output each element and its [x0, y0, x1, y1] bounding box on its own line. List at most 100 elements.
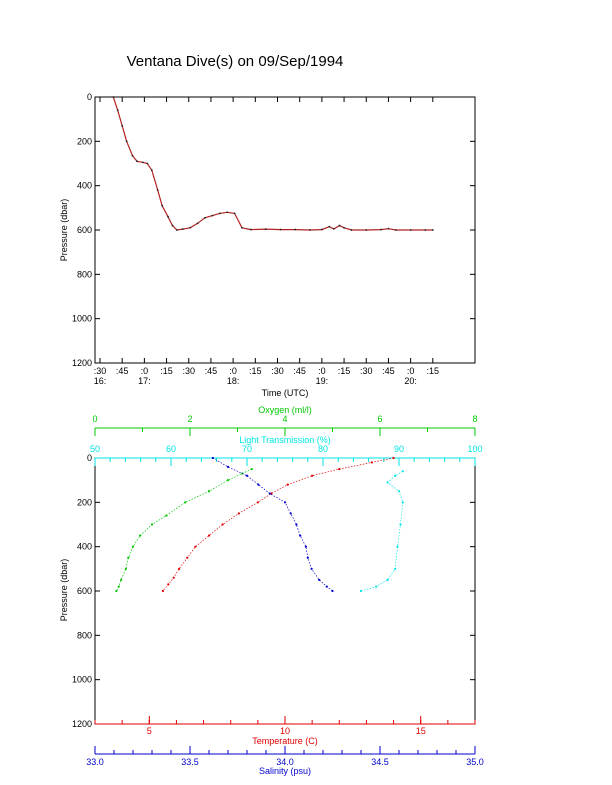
depth-trace-point [309, 229, 311, 231]
top-x-tick-label: :45 [205, 366, 218, 376]
salinity-profile-point [289, 512, 292, 515]
light-profile-point [396, 545, 399, 548]
bottom-y-tick-label: 400 [77, 542, 92, 552]
top-hour-label: 19: [316, 376, 329, 386]
depth-trace-point [150, 169, 153, 172]
bottom-y-axis-label: Pressure (dbar) [59, 559, 69, 622]
bottom-y-tick-label: 600 [77, 586, 92, 596]
salinity-profile-point [304, 545, 307, 548]
salinity-profile-point [299, 534, 302, 537]
bottom-y-tick-label: 1000 [72, 675, 92, 685]
top-x-tick-label: :0 [141, 366, 149, 376]
temperature-profile-point [256, 501, 259, 504]
depth-trace-point [380, 228, 382, 231]
depth-trace-line [112, 96, 433, 231]
top-y-tick-label: 1000 [72, 314, 92, 324]
light-profile-point [386, 481, 389, 484]
salinity-tick-label: 34.0 [276, 757, 294, 767]
light-profile-point [386, 578, 389, 582]
bottom-y-tick-label: 0 [87, 453, 92, 463]
oxygen-profile-point [131, 545, 135, 548]
depth-trace-point [409, 229, 412, 231]
depth-trace-point [320, 228, 323, 231]
top-x-tick-label: :30 [94, 366, 107, 376]
depth-trace-point [264, 228, 267, 231]
depth-trace-point [181, 228, 184, 231]
light-profile-point [375, 585, 378, 588]
light-profile-point [401, 501, 404, 504]
light-profile-point [397, 490, 401, 493]
top-x-tick-label: :15 [160, 366, 173, 376]
light-tick-label: 90 [394, 444, 404, 454]
salinity-profile-point [245, 474, 249, 477]
temperature-profile-line [162, 457, 394, 592]
light-profile-point [399, 523, 402, 526]
oxygen-profile-point [124, 567, 127, 570]
top-x-tick-label: :45 [293, 366, 306, 376]
depth-trace-point [112, 96, 115, 98]
top-hour-label: 18: [227, 376, 240, 386]
oxygen-profile-point [250, 467, 253, 471]
bottom-y-tick-label: 1200 [72, 719, 92, 729]
oxygen-axis-label: Oxygen (ml/l) [258, 405, 312, 415]
depth-trace-point [218, 212, 221, 215]
light-profile-point [394, 567, 397, 570]
depth-trace-point [338, 224, 341, 227]
temperature-profile-point [161, 589, 164, 593]
salinity-tick-label: 35.0 [466, 757, 484, 767]
temperature-tick-label: 15 [416, 726, 426, 736]
light-tick-label: 70 [242, 444, 252, 454]
top-x-tick-label: :30 [271, 366, 284, 376]
oxygen-profile-line [116, 468, 252, 592]
light-tick-label: 100 [467, 444, 482, 454]
top-hour-label: 20: [404, 376, 417, 386]
salinity-profile-point [310, 567, 313, 570]
depth-trace-point [211, 214, 214, 217]
salinity-axis: 33.0 33.5 34.0 34.5 35.0 [86, 746, 484, 767]
temperature-profile-point [194, 545, 197, 548]
temperature-profile-point [270, 492, 273, 495]
top-y-tick-label: 0 [87, 92, 92, 102]
light-profile-line [360, 470, 404, 592]
salinity-tick-label: 33.5 [181, 757, 199, 767]
salinity-profile-point [325, 585, 328, 588]
top-y-axis: 0 200 400 600 800 1000 1200 [72, 92, 475, 368]
top-x-axis-label: Time (UTC) [262, 388, 309, 398]
salinity-axis-label: Salinity (psu) [259, 766, 311, 776]
light-profile-point [359, 589, 363, 593]
depth-trace-point [226, 211, 229, 214]
bottom-y-tick-label: 800 [77, 630, 92, 640]
light-tick-label: 80 [318, 444, 328, 454]
temperature-axis-label: Temperature (C) [252, 736, 318, 746]
top-y-axis-label: Pressure (dbar) [59, 199, 69, 262]
depth-trace-point [171, 224, 174, 227]
dive-profile-chart: 0 200 400 600 800 1000 1200 :30:45:0:15:30:45:… [59, 92, 476, 398]
depth-trace-point [189, 226, 192, 229]
depth-trace-point [328, 225, 331, 228]
light-profile-point [394, 474, 397, 477]
salinity-profile-point [306, 556, 309, 559]
top-x-tick-label: :45 [116, 366, 129, 376]
top-y-tick-label: 1200 [72, 358, 92, 368]
temperature-profile-point [207, 534, 211, 537]
depth-trace-point [241, 226, 243, 229]
depth-trace-point [176, 229, 178, 231]
oxygen-profile-point [207, 490, 211, 493]
salinity-tick-label: 34.5 [371, 757, 389, 767]
light-tick-label: 60 [166, 444, 176, 454]
top-x-tick-label: :0 [318, 366, 326, 376]
temperature-profile-point [172, 576, 175, 579]
depth-trace-point [350, 229, 353, 231]
top-x-tick-label: :0 [229, 366, 237, 376]
top-y-tick-label: 600 [77, 225, 92, 235]
depth-trace-point [387, 227, 390, 230]
depth-trace-point [156, 189, 159, 192]
depth-trace-point [394, 229, 397, 231]
depth-trace-point [204, 216, 206, 219]
temperature-profile-point [392, 456, 395, 460]
oxygen-profile-point [150, 523, 154, 526]
oxygen-profile-point [117, 585, 120, 588]
depth-trace-point [424, 229, 427, 231]
depth-trace-point [233, 212, 236, 215]
depth-trace-point [279, 228, 282, 231]
